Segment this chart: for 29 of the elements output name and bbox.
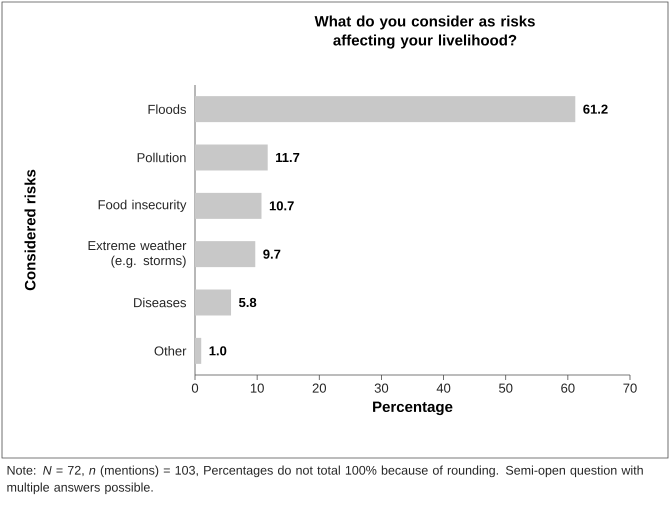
data-label: 11.7 bbox=[276, 153, 300, 162]
y-tick-label: Floods bbox=[148, 104, 186, 114]
chart-title: What do you consider as risks affecting your livelihood? bbox=[314, 16, 535, 49]
x-tick-label: 50 bbox=[498, 384, 512, 393]
x-tick-label: 60 bbox=[561, 384, 575, 393]
data-label: 10.7 bbox=[270, 201, 294, 210]
x-tick-label: 0 bbox=[192, 384, 198, 393]
text: Note: N = 72, n (mentions) = 103, Percentages do not total 100% because of rounding. Semi-open question with multiple answers possible. bbox=[7, 466, 643, 494]
data-label: 9.7 bbox=[263, 250, 280, 259]
bar bbox=[195, 289, 232, 316]
data-label: 5.8 bbox=[238, 298, 256, 308]
data-label: 61.2 bbox=[583, 104, 608, 114]
data-label: 1.0 bbox=[210, 346, 226, 356]
y-tick-label: Diseases bbox=[134, 298, 186, 308]
x-tick-label: 20 bbox=[312, 384, 326, 393]
bar bbox=[195, 96, 576, 122]
y-tick-label: Extreme weather (e.g. storms) bbox=[88, 240, 186, 268]
bar bbox=[195, 192, 262, 219]
bar bbox=[195, 241, 256, 268]
y-tick-label: Pollution bbox=[138, 152, 186, 162]
x-axis-title: Percentage bbox=[373, 402, 452, 416]
y-tick-label: Food insecurity bbox=[98, 200, 186, 212]
x-tick-label: 40 bbox=[436, 384, 450, 393]
y-axis-title: Considered risks bbox=[24, 170, 36, 290]
x-tick-label: 30 bbox=[374, 384, 388, 393]
x-tick-label: 10 bbox=[250, 384, 264, 393]
y-tick-label: Other bbox=[154, 346, 186, 356]
bar bbox=[195, 144, 268, 171]
x-tick-label: 70 bbox=[623, 384, 637, 393]
